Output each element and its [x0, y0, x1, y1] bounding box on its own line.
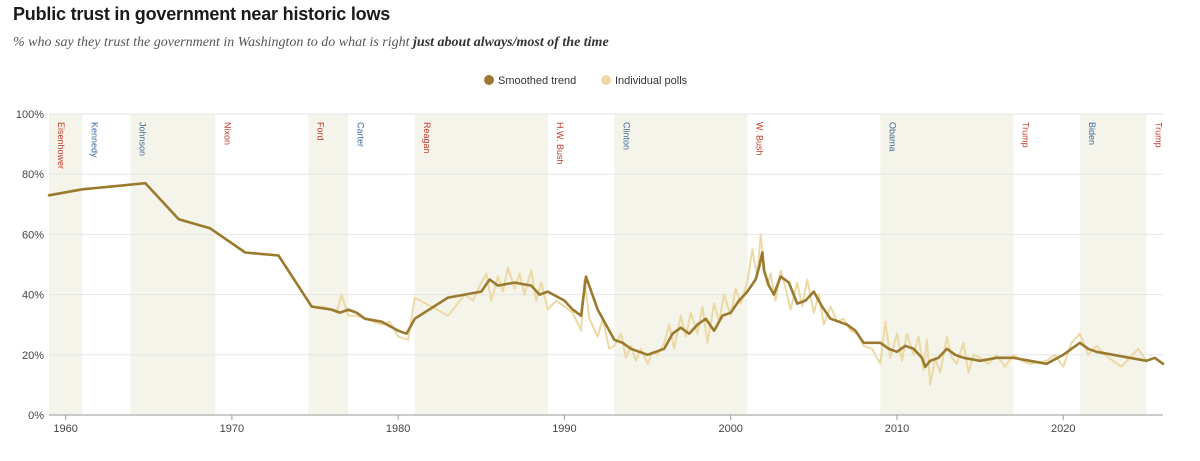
legend-label-trend: Smoothed trend: [498, 75, 576, 87]
gridlines: [49, 113, 1163, 416]
president-shade: [308, 114, 349, 415]
x-tick-label: 1960: [53, 423, 77, 435]
president-label: Carter: [355, 122, 365, 147]
subtitle-emphasis: just about always/most of the time: [413, 35, 609, 50]
chart-subtitle: % who say they trust the government in W…: [13, 35, 609, 51]
president-label: Obama: [887, 122, 897, 152]
x-tick-label: 1980: [386, 423, 410, 435]
y-tick-label: 60%: [22, 229, 44, 241]
y-tick-label: 80%: [22, 169, 44, 181]
legend-marker-polls: [601, 75, 611, 85]
trend-line: [47, 181, 1165, 369]
president-label: Ford: [315, 122, 325, 141]
president-shade: [130, 114, 216, 415]
president-label: Biden: [1087, 122, 1097, 145]
president-label: Clinton: [621, 122, 631, 150]
y-tick-label: 100%: [16, 109, 44, 121]
legend-label-polls: Individual polls: [615, 75, 688, 87]
y-tick-label: 20%: [22, 350, 44, 362]
y-axis-labels: 0% 20% 40% 60% 80% 100%: [16, 109, 44, 422]
x-tick-label: 1990: [552, 423, 576, 435]
y-tick-label: 40%: [22, 290, 44, 302]
president-label: H.W. Bush: [555, 122, 565, 165]
president-shade: [414, 114, 548, 415]
president-label: Reagan: [422, 122, 432, 154]
subtitle-text: % who say they trust the government in W…: [13, 35, 414, 50]
x-tick-label: 2020: [1051, 423, 1075, 435]
y-tick-label: 0%: [28, 410, 44, 422]
x-tick-label: 1970: [220, 423, 244, 435]
president-label: Kennedy: [89, 122, 99, 158]
president-label: Johnson: [137, 122, 147, 156]
president-shade: [614, 114, 748, 415]
president-shade: [1079, 114, 1147, 415]
president-label: Nixon: [222, 122, 232, 145]
president-shade: [49, 114, 83, 415]
x-tick-label: 2010: [885, 423, 909, 435]
president-label: Trump: [1020, 122, 1030, 148]
x-axis: 1960 1970 1980 1990 2000 2010 2020: [53, 415, 1075, 435]
president-labels: Eisenhower Kennedy Johnson Nixon Ford Carter R…: [56, 122, 1163, 169]
chart-title: Public trust in government near historic…: [13, 4, 391, 24]
legend-marker-trend: [484, 75, 494, 85]
president-label: Trump: [1153, 122, 1163, 148]
president-shading: [49, 114, 1147, 415]
x-tick-label: 2000: [718, 423, 742, 435]
president-shade: [880, 114, 1014, 415]
president-label: W. Bush: [754, 122, 764, 156]
series-individual-polls: [48, 182, 1164, 386]
president-label: Eisenhower: [56, 122, 66, 169]
polls-line: [48, 182, 1164, 386]
series-smoothed-trend: [47, 181, 1165, 369]
legend: Smoothed trend Individual polls: [484, 75, 688, 87]
